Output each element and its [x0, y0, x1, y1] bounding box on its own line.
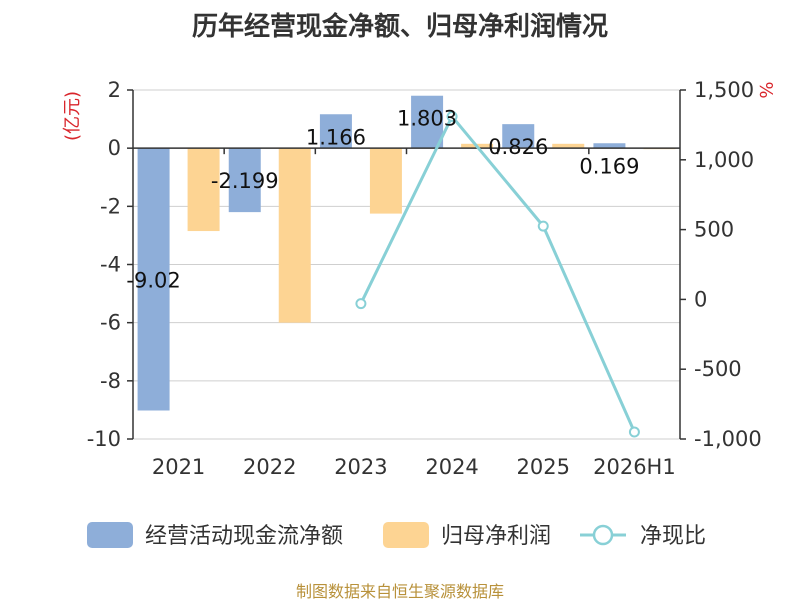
data-labels: -9.02 -2.199 1.166 1.803 0.826 0.169 — [126, 107, 639, 293]
source-note: 制图数据来自恒生聚源数据库 — [295, 582, 504, 601]
legend-swatch-net-profit — [383, 522, 429, 548]
right-tick-label: 0 — [694, 287, 707, 311]
x-tick-label: 2024 — [425, 455, 478, 479]
right-tick-label: 1,000 — [694, 148, 754, 172]
cashflow-bar — [228, 148, 261, 213]
right-tick-label: -1,000 — [694, 427, 762, 451]
net-profit-bar — [187, 148, 220, 232]
right-tick-label: 500 — [694, 218, 734, 242]
right-axis-label: % — [755, 81, 776, 98]
ratio-point — [628, 426, 640, 438]
legend-label-cashflow: 经营活动现金流净额 — [145, 524, 343, 549]
x-tick-label: 2026H1 — [593, 455, 676, 479]
net-profit-bar — [552, 143, 585, 149]
chart-title: 历年经营现金净额、归母净利润情况 — [191, 12, 608, 42]
net-profit-bar — [278, 148, 311, 323]
net-profit-bar — [369, 148, 402, 214]
cashflow-data-label: 0.826 — [488, 135, 548, 159]
cashflow-data-label: 0.169 — [579, 154, 639, 178]
legend-label-ratio: 净现比 — [640, 524, 706, 549]
left-tick-label: -6 — [100, 311, 121, 335]
cashflow-data-label: -2.199 — [211, 169, 279, 193]
ratio-point — [537, 220, 549, 232]
ratio-point — [355, 298, 367, 310]
ratio-point — [446, 111, 458, 123]
left-tick-label: -8 — [100, 369, 121, 393]
grid-lines — [133, 89, 680, 440]
cashflow-data-label: 1.166 — [306, 125, 366, 149]
left-tick-label: -10 — [87, 427, 121, 451]
x-tick-label: 2022 — [243, 455, 296, 479]
left-tick-label: -2 — [100, 194, 121, 218]
x-tick-label: 2025 — [517, 455, 570, 479]
cashflow-bar — [137, 148, 170, 411]
left-tick-label: 2 — [108, 78, 121, 102]
legend-label-net-profit: 归母净利润 — [441, 524, 551, 549]
cashflow-bar — [319, 114, 352, 149]
right-tick-label: 1,500 — [694, 78, 754, 102]
cashflow-data-label: -9.02 — [126, 268, 180, 292]
cashflow-data-label: 1.803 — [397, 107, 457, 131]
legend-swatch-cashflow — [87, 522, 133, 548]
ratio-line — [355, 111, 640, 438]
x-tick-label: 2023 — [334, 455, 387, 479]
left-axis-label: (亿元) — [62, 91, 83, 141]
legend: 经营活动现金流净额 归母净利润 净现比 — [87, 522, 706, 549]
cashflow-bar — [593, 143, 626, 149]
axes: 2 0 -2 -4 -6 -8 -10 1,500 1,000 500 0 -500 -1,000 (亿元… — [62, 78, 776, 479]
cashflow-bar — [411, 95, 444, 149]
x-tick-label: 2021 — [152, 455, 205, 479]
bars — [137, 95, 676, 411]
left-tick-label: -4 — [100, 253, 121, 277]
left-tick-label: 0 — [108, 136, 121, 160]
legend-swatch-ratio-point — [592, 524, 614, 546]
ratio-line-path — [359, 113, 636, 433]
right-tick-label: -500 — [694, 357, 742, 381]
cashflow-bar — [502, 124, 535, 149]
